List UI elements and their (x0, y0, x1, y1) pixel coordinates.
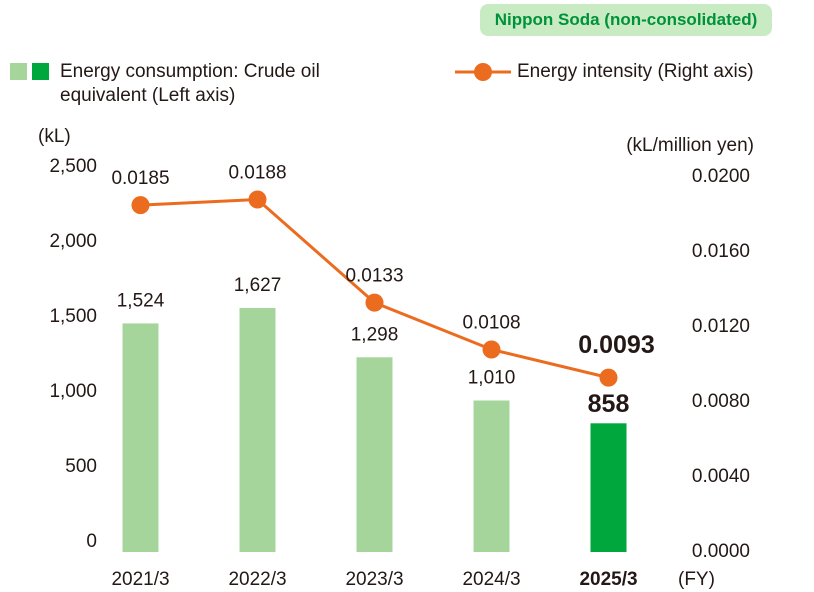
x-tick-label: 2021/3 (111, 569, 169, 590)
y-tick-label: 1,000 (49, 381, 97, 402)
y-tick-label: 2,500 (49, 156, 97, 177)
line (140, 197, 609, 380)
line-point (365, 293, 384, 312)
legend-label: Energy intensity (Right axis) (517, 61, 754, 82)
x-tick-label: 2025/3 (579, 569, 637, 590)
line-point (248, 190, 267, 209)
x-axis-unit: (FY) (678, 569, 715, 590)
line-point (599, 368, 618, 387)
y2-tick-label: 0.0160 (692, 241, 750, 262)
legend-label: Energy consumption: Crude oil equivalent… (60, 61, 320, 106)
right-axis-unit: (kL/million yen) (626, 135, 754, 156)
y2-tick-label: 0.0080 (692, 391, 750, 412)
y-tick-label: 500 (65, 456, 97, 477)
line-value-label: 0.0188 (228, 163, 286, 184)
line-value-label: 0.0133 (345, 266, 403, 287)
y-tick-label: 1,500 (49, 306, 97, 327)
line-point (131, 196, 150, 215)
bar-value-label: 858 (588, 390, 630, 418)
y-tick-label: 2,000 (49, 231, 97, 252)
x-tick-label: 2024/3 (462, 569, 520, 590)
bar (239, 307, 276, 552)
y2-tick-label: 0.0120 (692, 316, 750, 337)
line-value-label: 0.0093 (578, 331, 654, 359)
legend-swatch (455, 62, 511, 81)
x-tick-label: 2022/3 (228, 569, 286, 590)
badge: Nippon Soda (non-consolidated) (480, 4, 772, 36)
y2-tick-label: 0.0200 (692, 166, 750, 187)
legend-item: Energy consumption: Crude oil equivalent… (10, 60, 370, 108)
bar (473, 400, 510, 552)
bar (590, 423, 627, 552)
bar-value-label: 1,298 (351, 324, 399, 345)
bar-value-label: 1,627 (234, 275, 282, 296)
bar-value-label: 1,524 (117, 290, 165, 311)
legend-item: Energy intensity (Right axis) (455, 60, 754, 84)
line-value-label: 0.0185 (111, 168, 169, 189)
left-axis-unit: (kL) (38, 126, 71, 147)
bar (122, 323, 159, 552)
y2-tick-label: 0.0040 (692, 466, 750, 487)
line-value-label: 0.0108 (462, 313, 520, 334)
line-point (482, 340, 501, 359)
legend-swatch (32, 63, 49, 80)
bar-value-label: 1,010 (468, 368, 516, 389)
y-tick-label: 0 (86, 531, 97, 552)
bar (356, 357, 393, 552)
legend-swatch (10, 63, 27, 80)
y2-tick-label: 0.0000 (692, 541, 750, 562)
x-tick-label: 2023/3 (345, 569, 403, 590)
